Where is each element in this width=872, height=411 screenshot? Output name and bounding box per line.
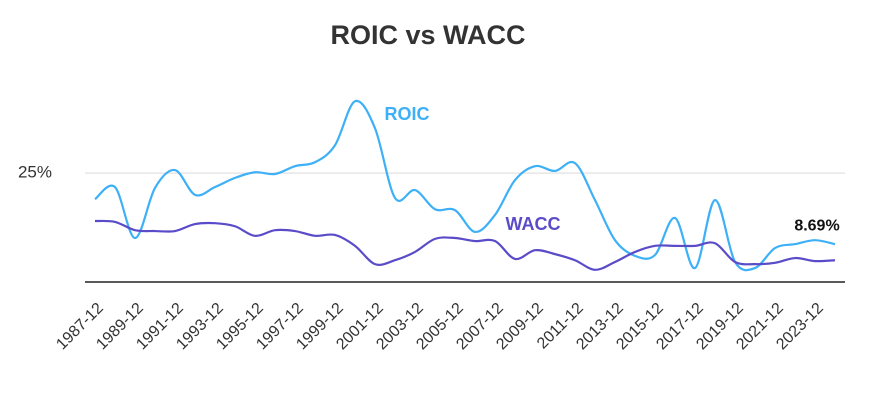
series-line <box>94 219 836 271</box>
chart-title: ROIC vs WACC <box>330 20 525 50</box>
series-line <box>94 99 836 272</box>
series-label: ROIC <box>385 104 430 124</box>
series-label: WACC <box>506 214 561 234</box>
value-label: 8.69% <box>794 217 839 234</box>
y-tick-label: 25% <box>18 163 52 182</box>
